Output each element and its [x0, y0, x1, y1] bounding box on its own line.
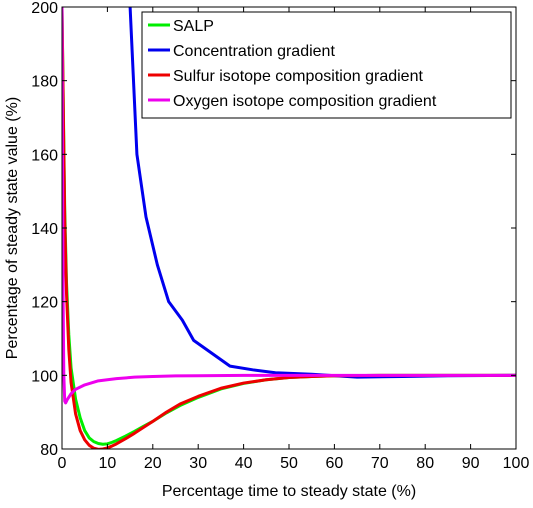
x-axis-title: Percentage time to steady state (%) — [162, 483, 416, 500]
x-tick-label: 70 — [371, 455, 389, 472]
legend-label: Oxygen isotope composition gradient — [173, 93, 437, 110]
y-tick-label: 160 — [31, 147, 58, 164]
axes-layer: 0 10 20 30 40 50 60 70 80 90 100 80 100 120 140 160 180 2… — [31, 0, 529, 472]
y-tick-label: 200 — [31, 0, 58, 17]
x-tick-label: 10 — [99, 455, 117, 472]
y-tick-label: 180 — [31, 74, 58, 91]
x-tick-label: 80 — [416, 455, 434, 472]
x-tick-label: 100 — [503, 455, 530, 472]
x-tick-label: 20 — [144, 455, 162, 472]
y-axis-title: Percentage of steady state value (%) — [4, 97, 21, 359]
legend: SALP Concentration gradient Sulfur isotope… — [141, 11, 512, 119]
x-tick-label: 0 — [58, 455, 67, 472]
legend-label: SALP — [173, 18, 214, 35]
series-layer — [62, 7, 516, 449]
legend-label: Sulfur isotope composition gradient — [173, 68, 423, 85]
y-tick-label: 140 — [31, 221, 58, 238]
y-tick-label: 100 — [31, 368, 58, 385]
y-tick-label: 120 — [31, 295, 58, 312]
x-tick-label: 90 — [462, 455, 480, 472]
legend-box — [141, 11, 512, 119]
x-tick-label: 60 — [326, 455, 344, 472]
legend-label: Concentration gradient — [173, 43, 335, 60]
x-tick-label: 50 — [280, 455, 298, 472]
y-tick-label: 80 — [40, 442, 58, 459]
series-line-4 — [62, 7, 516, 405]
x-tick-label: 40 — [235, 455, 253, 472]
x-tick-label: 30 — [189, 455, 207, 472]
